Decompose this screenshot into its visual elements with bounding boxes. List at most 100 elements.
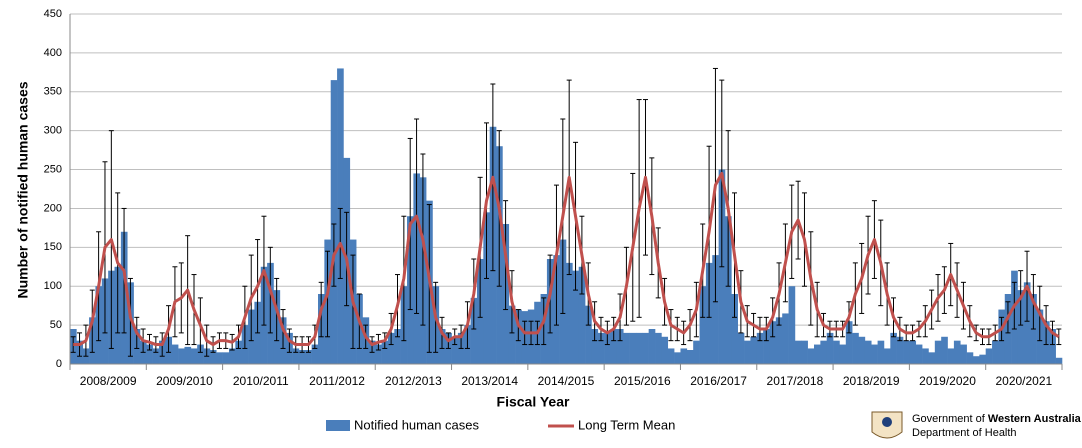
bar xyxy=(616,329,624,364)
bar xyxy=(184,346,192,364)
bar xyxy=(235,340,242,364)
bar xyxy=(922,348,929,364)
logo-line2: Department of Health xyxy=(912,427,1017,439)
bar xyxy=(985,348,993,364)
bar xyxy=(801,340,808,364)
x-tick-label: 2014/2015 xyxy=(538,374,595,388)
bar xyxy=(572,270,580,364)
bar xyxy=(775,317,783,364)
bar xyxy=(311,344,319,364)
x-tick-label: 2012/2013 xyxy=(385,374,442,388)
x-tick-label: 2017/2018 xyxy=(767,374,824,388)
bar xyxy=(769,321,777,364)
bar xyxy=(979,354,986,364)
y-tick-label: 450 xyxy=(44,8,62,20)
bar xyxy=(960,344,967,364)
bar xyxy=(470,297,478,364)
bar xyxy=(992,340,999,364)
bar xyxy=(833,340,840,364)
legend-label: Long Term Mean xyxy=(578,417,675,432)
y-tick-label: 400 xyxy=(44,47,62,59)
bar xyxy=(839,344,847,364)
x-tick-label: 2020/2021 xyxy=(995,374,1052,388)
bar xyxy=(680,348,688,364)
bar xyxy=(763,329,770,364)
bar xyxy=(330,80,338,364)
bar xyxy=(724,216,732,364)
y-tick-label: 150 xyxy=(44,241,62,253)
bar xyxy=(381,340,389,364)
bar xyxy=(820,340,828,364)
error-bar xyxy=(70,336,76,353)
bar xyxy=(610,329,618,364)
bar xyxy=(216,352,223,364)
x-tick-label: 2008/2009 xyxy=(80,374,137,388)
bar xyxy=(845,321,853,364)
bar xyxy=(750,336,758,364)
bar xyxy=(171,344,179,364)
bar xyxy=(661,336,669,364)
bar xyxy=(508,305,516,364)
x-tick-label: 2011/2012 xyxy=(309,374,365,388)
bar xyxy=(298,350,306,364)
x-tick-label: 2018/2019 xyxy=(843,374,900,388)
logo-bold: Western Australia xyxy=(988,413,1082,425)
y-tick-label: 200 xyxy=(44,202,62,214)
bar xyxy=(858,336,866,364)
bar xyxy=(731,294,738,364)
y-tick-label: 50 xyxy=(50,319,62,331)
bar xyxy=(864,340,872,364)
bar xyxy=(623,332,630,364)
bar xyxy=(794,340,802,364)
bar xyxy=(890,332,897,364)
bar xyxy=(292,348,300,364)
bar xyxy=(909,340,917,364)
bar xyxy=(1023,282,1031,364)
bar xyxy=(635,332,643,364)
logo-line1: Government of Western Australia xyxy=(912,413,1082,425)
bar xyxy=(566,262,573,364)
bar xyxy=(972,356,980,364)
bar xyxy=(146,344,153,364)
bar xyxy=(190,348,198,364)
bar xyxy=(686,350,694,364)
bar xyxy=(222,352,230,364)
bar xyxy=(712,255,719,364)
bar xyxy=(814,344,821,364)
x-tick-label: 2019/2020 xyxy=(919,374,976,388)
bar xyxy=(807,348,815,364)
bar xyxy=(483,212,490,364)
bar xyxy=(387,332,395,364)
x-tick-label: 2015/2016 xyxy=(614,374,671,388)
bar xyxy=(674,352,681,364)
y-axis-title: Number of notified human cases xyxy=(15,81,31,298)
bar xyxy=(209,350,217,364)
bar xyxy=(152,348,160,364)
bar xyxy=(915,344,923,364)
bar xyxy=(655,332,662,364)
bar xyxy=(877,340,885,364)
bar xyxy=(756,332,764,364)
bar xyxy=(648,329,656,364)
bar xyxy=(782,313,789,364)
bar xyxy=(934,340,942,364)
bar xyxy=(928,352,936,364)
bar xyxy=(1017,290,1025,364)
bar xyxy=(1055,357,1063,364)
bar xyxy=(667,348,675,364)
bar xyxy=(947,348,955,364)
logo: Government of Western Australia Departme… xyxy=(871,411,1082,439)
bar xyxy=(629,332,637,364)
x-tick-label: 2010/2011 xyxy=(233,374,289,388)
bar xyxy=(305,350,312,364)
y-tick-label: 0 xyxy=(56,358,62,370)
bar xyxy=(578,266,586,364)
x-tick-label: 2016/2017 xyxy=(690,374,747,388)
bar xyxy=(903,340,910,364)
bar xyxy=(178,348,185,364)
bar xyxy=(883,348,891,364)
bar xyxy=(585,305,592,364)
x-tick-label: 2013/2014 xyxy=(461,374,518,388)
bar xyxy=(375,344,382,364)
